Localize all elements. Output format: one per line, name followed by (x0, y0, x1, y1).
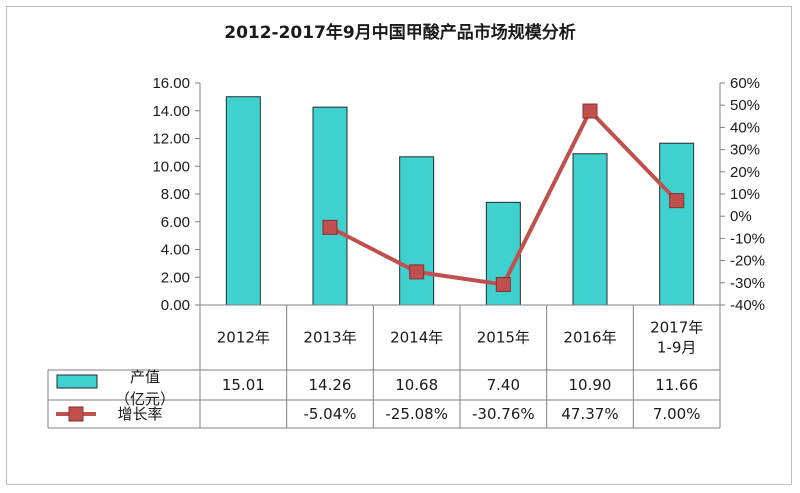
bar (399, 156, 435, 306)
right-tick-label: -10% (730, 230, 765, 247)
right-tick-label: -30% (730, 275, 765, 292)
bar-value-label: 14.26 (309, 376, 352, 394)
right-tick-label: -40% (730, 297, 765, 314)
bar (572, 153, 608, 306)
left-tick-label: 6.00 (161, 214, 190, 231)
bar-value-label: 11.66 (655, 376, 698, 394)
left-tick-label: 16.00 (152, 75, 190, 92)
growth-marker (669, 193, 685, 209)
right-tick-label: 0% (730, 208, 752, 225)
legend-line-label: 增长率 (117, 405, 162, 423)
legend-bar-label: （亿元） (115, 390, 175, 408)
bar-value-label: 7.40 (487, 376, 520, 394)
left-tick-label: 14.00 (152, 103, 190, 120)
category-label: 2016年 (563, 329, 616, 347)
legend-bar-swatch (56, 374, 98, 389)
growth-marker (322, 219, 338, 235)
growth-marker (582, 103, 598, 119)
bar (312, 106, 348, 306)
left-tick-label: 0.00 (161, 297, 190, 314)
chart-title: 2012-2017年9月中国甲酸产品市场规模分析 (224, 23, 576, 43)
category-label: 2013年 (303, 329, 356, 347)
growth-marker (409, 264, 425, 280)
category-label: 2017年 (650, 319, 703, 337)
legend-line-marker (68, 406, 84, 422)
legend-bar-label: 产值 (130, 368, 160, 386)
growth-value-label: -25.08% (385, 405, 448, 423)
left-tick-label: 8.00 (161, 186, 190, 203)
category-label: 1-9月 (657, 339, 697, 357)
right-tick-label: 10% (730, 186, 760, 203)
growth-value-label: -5.04% (303, 405, 356, 423)
bar-value-label: 10.90 (569, 376, 612, 394)
growth-marker (495, 276, 511, 292)
right-tick-label: 50% (730, 97, 760, 114)
bar-value-label: 15.01 (222, 376, 265, 394)
bar (225, 96, 261, 306)
left-tick-label: 2.00 (161, 269, 190, 286)
right-tick-label: 30% (730, 142, 760, 159)
right-tick-label: 20% (730, 164, 760, 181)
right-tick-label: -20% (730, 253, 765, 270)
category-label: 2012年 (217, 329, 270, 347)
growth-value-label: 7.00% (653, 405, 701, 423)
right-tick-label: 60% (730, 75, 760, 92)
left-tick-label: 12.00 (152, 131, 190, 148)
bar-value-label: 10.68 (395, 376, 438, 394)
growth-value-label: -30.76% (472, 405, 535, 423)
category-label: 2015年 (477, 329, 530, 347)
right-tick-label: 40% (730, 119, 760, 136)
bar (659, 142, 695, 306)
category-label: 2014年 (390, 329, 443, 347)
left-tick-label: 10.00 (152, 158, 190, 175)
left-tick-label: 4.00 (161, 242, 190, 259)
growth-value-label: 47.37% (561, 405, 618, 423)
